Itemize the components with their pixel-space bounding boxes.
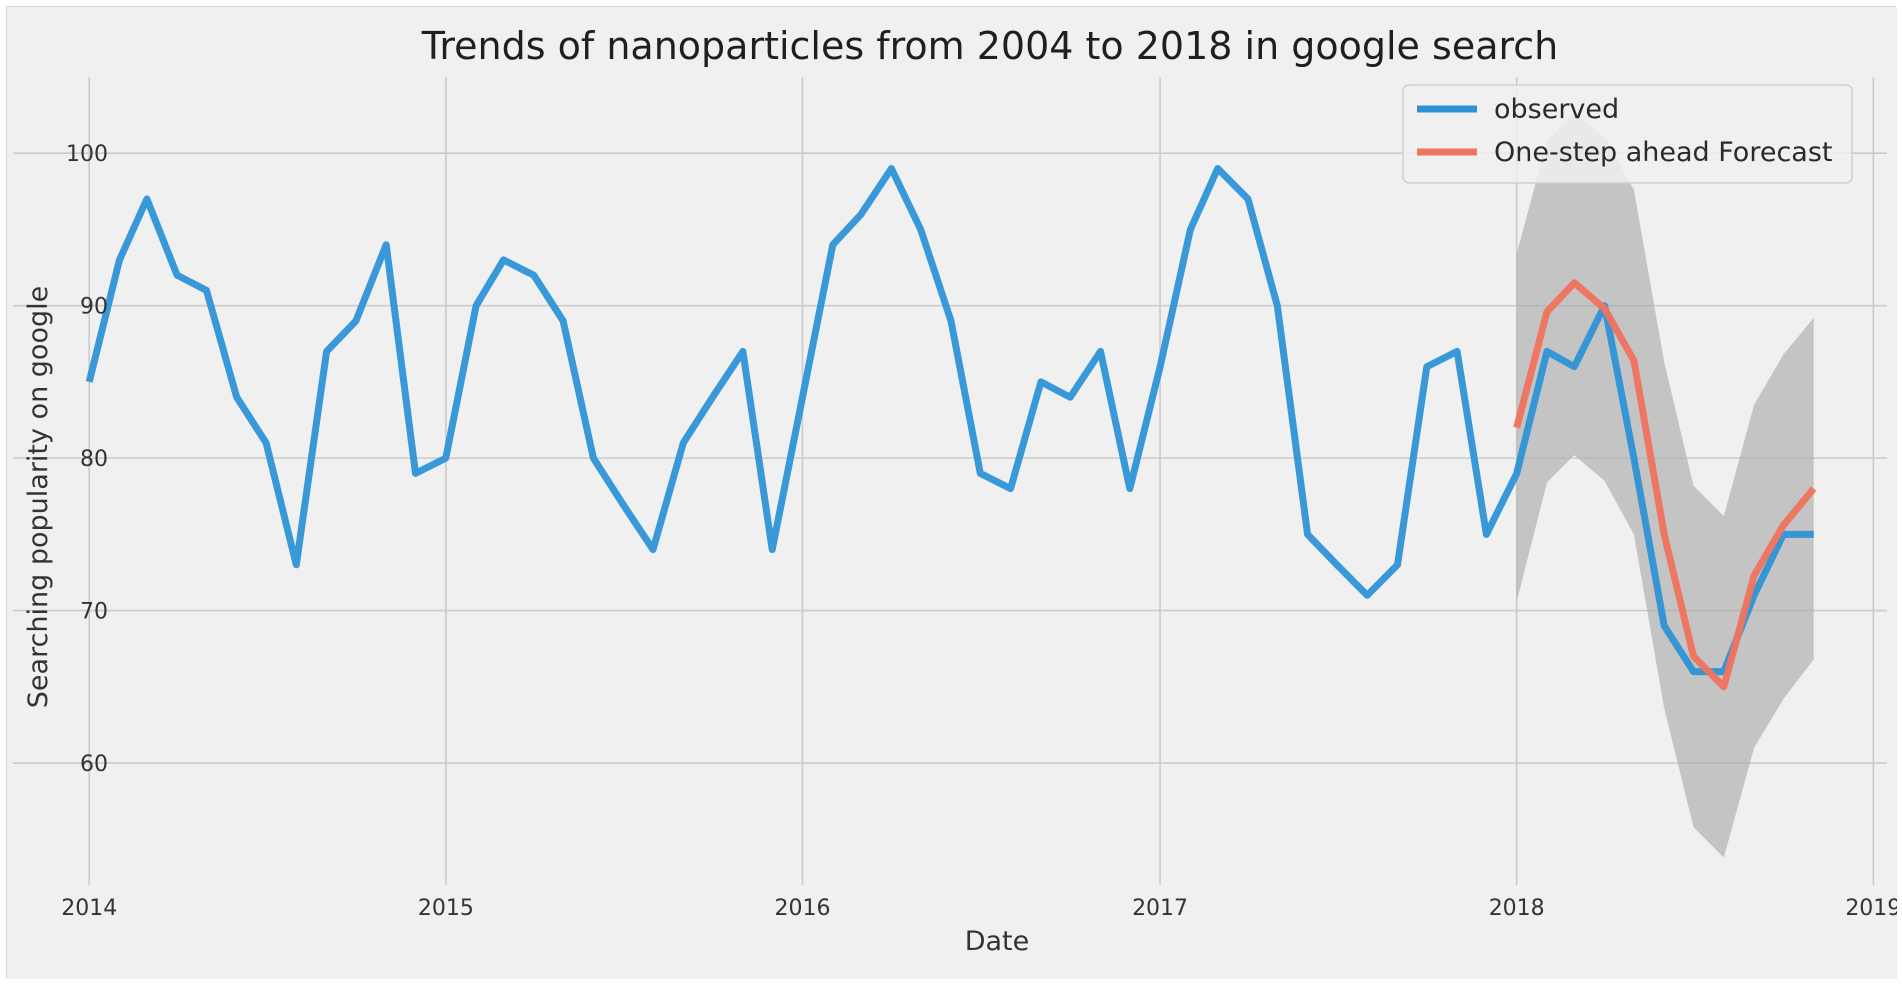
y-tick-label: 70 (80, 600, 108, 625)
x-tick-label: 2018 (1489, 896, 1545, 921)
x-tick-label: 2016 (774, 896, 830, 921)
legend-box (1402, 84, 1853, 184)
chart-frame: 2014 2015 2016 2017 2018 2019 60 70 80 90 100 Tren… (6, 6, 1897, 979)
forecast-series-line (1513, 279, 1817, 691)
y-tick-label: 90 (80, 295, 108, 320)
chart-title: Trends of nanoparticles from 2004 to 201… (421, 24, 1559, 68)
y-tick-label: 100 (66, 142, 108, 167)
x-axis-label: Date (965, 926, 1030, 957)
tick-labels: 2014 2015 2016 2017 2018 2019 60 70 80 90 100 (61, 142, 1897, 921)
x-tick-label: 2019 (1845, 896, 1897, 921)
chart: 2014 2015 2016 2017 2018 2019 60 70 80 90 100 Tren… (7, 7, 1897, 979)
x-tick-label: 2014 (61, 896, 117, 921)
legend: observed One-step ahead Forecast (1402, 84, 1853, 184)
observed-series-line (85, 165, 1814, 676)
legend-label-observed: observed (1494, 94, 1619, 125)
legend-label-forecast: One-step ahead Forecast (1494, 137, 1833, 168)
y-axis-label: Searching popularity on google (23, 286, 54, 708)
x-tick-label: 2017 (1132, 896, 1188, 921)
y-tick-label: 80 (80, 447, 108, 472)
y-tick-label: 60 (80, 752, 108, 777)
x-tick-label: 2015 (418, 896, 474, 921)
series-lines (85, 165, 1817, 691)
